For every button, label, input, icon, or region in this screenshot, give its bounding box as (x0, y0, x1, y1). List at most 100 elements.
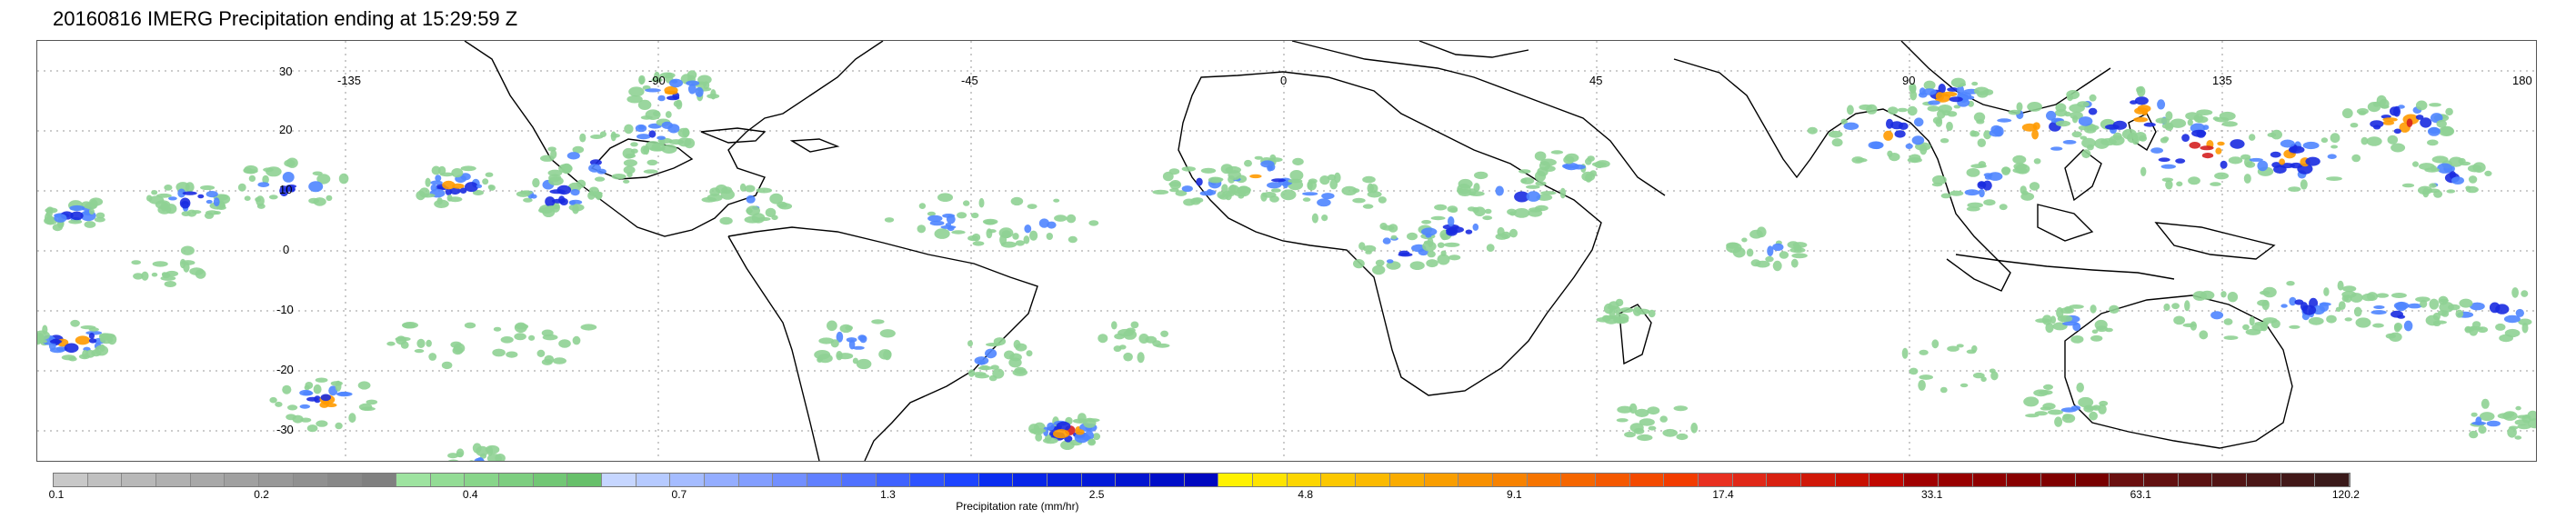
precip-cell (2294, 299, 2304, 305)
precip-cell (1472, 223, 1479, 231)
precip-cell (927, 211, 936, 216)
precip-cell (476, 184, 483, 188)
precip-cell (1270, 188, 1281, 193)
precip-cell (2046, 110, 2057, 121)
precip-cell (1440, 250, 1447, 256)
precip-cell (482, 178, 489, 185)
precip-cell (937, 193, 953, 202)
precip-cell (2243, 174, 2251, 184)
precip-cell (1922, 88, 1937, 95)
precip-cell (1828, 130, 1843, 138)
precip-cell (75, 335, 91, 345)
precip-cell (2143, 122, 2156, 127)
precip-cell (669, 78, 683, 88)
precip-cell (2429, 103, 2441, 107)
precip-cell (181, 211, 191, 217)
precip-cell (1591, 162, 1607, 167)
precip-cell (1673, 405, 1689, 412)
precip-cell (1001, 230, 1011, 239)
precip-cell (1977, 181, 1987, 190)
precip-cell (402, 322, 416, 329)
precip-cell (2279, 158, 2286, 165)
precip-cell (2140, 166, 2147, 176)
precip-cell (1919, 87, 1926, 95)
precip-cell (183, 262, 190, 273)
precip-cell (2356, 108, 2369, 115)
precip-cell (2393, 128, 2401, 135)
precip-cell (1909, 154, 1921, 163)
precip-cell (282, 172, 295, 183)
precip-cell (414, 349, 425, 354)
precip-cell (2497, 413, 2513, 419)
precip-cell (45, 212, 51, 224)
precip-cell (1526, 185, 1540, 189)
precip-cell (1971, 81, 1979, 86)
colorbar-swatch (1218, 474, 1254, 486)
precip-cell (1973, 112, 1986, 123)
colorbar-swatch (1287, 474, 1322, 486)
precip-cell (1015, 240, 1025, 246)
precip-cell (2415, 115, 2424, 120)
precip-cell (2361, 293, 2376, 302)
precip-cell (2412, 161, 2419, 167)
precip-cell (951, 230, 966, 235)
precip-cell (472, 190, 484, 195)
precip-cell (2420, 117, 2432, 128)
precip-cell (1999, 204, 2008, 211)
precip-cell (2088, 107, 2098, 115)
precip-cell (852, 357, 859, 364)
precip-cell (548, 176, 564, 186)
precip-cell (1289, 170, 1304, 181)
precip-cell (1352, 197, 1366, 204)
colorbar-swatch (1116, 474, 1150, 486)
precip-cell (141, 271, 149, 281)
lat-label: -10 (276, 303, 294, 316)
precip-cell (1919, 144, 1928, 155)
precip-cell (1726, 242, 1739, 249)
precip-cell (2424, 167, 2440, 173)
precip-cell (594, 191, 603, 196)
precip-cell (213, 197, 220, 207)
precip-cell (746, 207, 753, 215)
precip-cell (288, 185, 296, 193)
precip-cell (1088, 438, 1097, 446)
precip-cell (2302, 304, 2317, 315)
precip-cell (757, 216, 771, 222)
precip-cell (313, 197, 326, 206)
precip-cell (2330, 133, 2340, 144)
precip-cell (1427, 250, 1436, 258)
precip-cell (719, 216, 733, 225)
precip-cell (541, 329, 554, 337)
precip-cell (442, 180, 456, 190)
map-frame: -135 -90 -45 0 45 90 135 180 30 20 10 0 … (36, 40, 2537, 462)
precip-cell (248, 175, 256, 182)
colorbar-swatch (498, 474, 534, 486)
precip-cell (2521, 322, 2529, 334)
precip-cell (2341, 108, 2353, 119)
precip-cell (934, 228, 950, 239)
precip-cell (1237, 185, 1251, 197)
precip-cell (647, 159, 658, 165)
precip-cell (1887, 150, 1893, 157)
precip-cell (1269, 195, 1279, 203)
lat-label: -30 (276, 423, 294, 436)
precip-cell (836, 331, 844, 343)
precip-cell (151, 190, 158, 195)
precip-cell (500, 336, 514, 344)
precip-cell (2305, 156, 2320, 166)
precip-cell (624, 124, 634, 135)
precip-cell (967, 340, 973, 347)
precip-cell (2366, 136, 2382, 146)
precip-cell (695, 86, 704, 97)
precip-cell (257, 182, 270, 188)
precip-cell (1029, 230, 1038, 241)
colorbar-swatch (2110, 474, 2144, 486)
precip-cell (2302, 141, 2320, 150)
precip-cell (2137, 85, 2146, 97)
precip-cell (2173, 315, 2186, 325)
precip-cell (1321, 215, 1328, 222)
precip-cell (2270, 129, 2282, 140)
precip-cell (2427, 139, 2439, 146)
precip-cell (985, 348, 997, 359)
colorbar-swatch (978, 474, 1014, 486)
